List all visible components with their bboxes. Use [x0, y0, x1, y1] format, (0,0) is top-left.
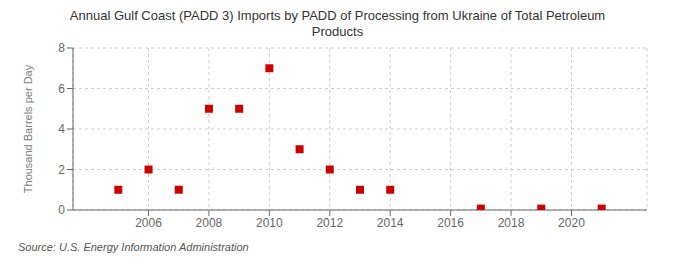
svg-text:2018: 2018: [498, 216, 525, 230]
html-text:Annual Gulf Coast (PADD 3) Imp: Annual Gulf Coast (PADD 3) Imports by PA…: [69, 8, 606, 23]
svg-text:2006: 2006: [135, 216, 162, 230]
svg-text:2010: 2010: [256, 216, 283, 230]
svg-text:6: 6: [58, 82, 65, 96]
html-text:Products: Products: [311, 24, 364, 39]
svg-text:2012: 2012: [316, 216, 343, 230]
svg-text:2020: 2020: [558, 216, 585, 230]
svg-text:8: 8: [58, 41, 65, 55]
svg-text:4: 4: [58, 122, 65, 136]
svg-text:2: 2: [58, 163, 65, 177]
html-text:Source: U.S. Energy Informatio: Source: U.S. Energy Information Administ…: [18, 241, 249, 253]
svg-text:2008: 2008: [196, 216, 223, 230]
svg-text:Thousand Barrels per Day: Thousand Barrels per Day: [22, 64, 34, 193]
svg-text:2014: 2014: [377, 216, 404, 230]
svg-text:0: 0: [58, 203, 65, 217]
svg-text:2016: 2016: [437, 216, 464, 230]
